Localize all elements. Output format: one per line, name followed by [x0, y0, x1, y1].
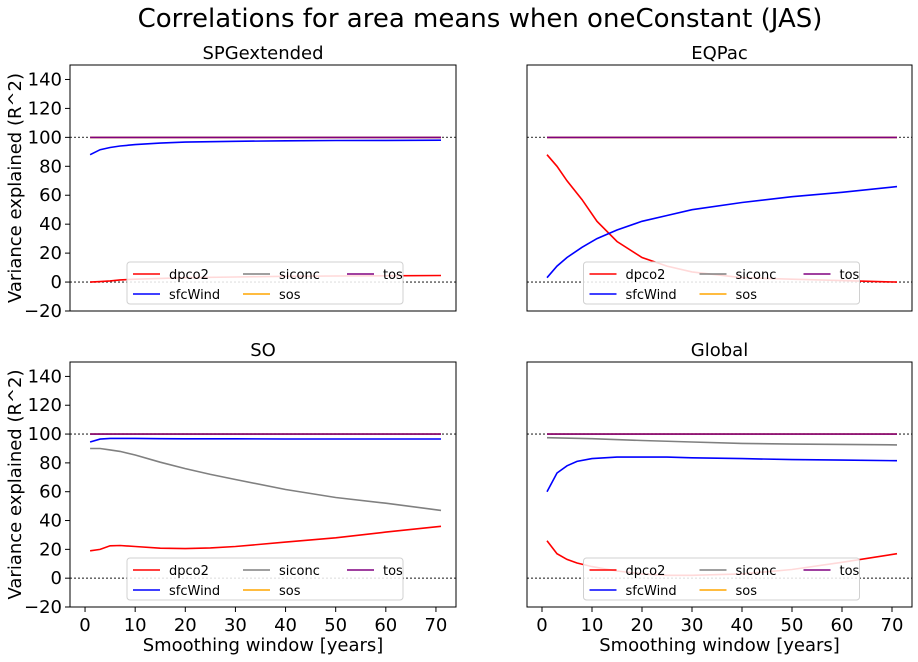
legend-label-tos: tos	[840, 268, 860, 283]
y-tick-label: 140	[28, 366, 62, 387]
legend-label-tos: tos	[840, 564, 860, 579]
legend-label-dpco2: dpco2	[626, 268, 666, 283]
panel-title: EQPac	[691, 43, 748, 64]
y-tick-label: 0	[51, 568, 62, 589]
figure-suptitle: Correlations for area means when oneCons…	[138, 4, 823, 34]
series-line-sfcWind	[89, 139, 442, 156]
x-tick-label: 70	[424, 615, 447, 636]
x-tick-label: 0	[79, 615, 90, 636]
y-tick-label: 60	[39, 185, 62, 206]
y-tick-label: 120	[28, 395, 62, 416]
y-tick-label: 60	[39, 482, 62, 503]
legend-label-siconc: siconc	[736, 268, 777, 283]
legend-box	[126, 557, 404, 601]
legend-label-siconc: siconc	[736, 564, 777, 579]
axes-frame	[526, 361, 913, 608]
axes-frame	[69, 64, 457, 312]
legend-label-sfcWind: sfcWind	[169, 288, 220, 303]
legend-label-dpco2: dpco2	[169, 268, 209, 283]
x-tick-label: 70	[881, 615, 904, 636]
legend-box	[583, 261, 860, 305]
y-axis-label: Variance explained (R^2)	[5, 369, 26, 599]
y-tick-label: 20	[39, 539, 62, 560]
series-line-dpco2	[89, 525, 442, 552]
chart-panel-3: Global 0 10 20 30 40 50 60 70 Smoothing window [y…	[526, 340, 913, 656]
legend-box	[583, 557, 860, 601]
axes-frame	[69, 361, 457, 608]
chart-panel-0: SPGextended −20 0 20 40 60 80 100 120 140Variance…	[5, 43, 457, 322]
x-tick-label: 50	[781, 615, 804, 636]
y-tick-label: 100	[28, 127, 62, 148]
panel-title: SO	[250, 340, 276, 361]
y-axis-label: Variance explained (R^2)	[5, 73, 26, 303]
x-tick-label: 60	[831, 615, 854, 636]
y-tick-label: 140	[28, 69, 62, 90]
legend-label-tos: tos	[383, 564, 403, 579]
legend: dpco2 sfcWind siconc sos tos	[126, 261, 404, 305]
y-tick-label: 80	[39, 453, 62, 474]
legend-label-sos: sos	[279, 584, 301, 599]
legend-label-siconc: siconc	[279, 268, 320, 283]
chart-panel-1: EQPac dpco2 sfcWind siconc sos tos	[526, 43, 913, 312]
series-line-siconc	[546, 436, 898, 446]
y-tick-label: 20	[39, 243, 62, 264]
legend-label-tos: tos	[383, 268, 403, 283]
x-axis-label: Smoothing window [years]	[143, 635, 384, 656]
x-tick-label: 20	[174, 615, 197, 636]
x-tick-label: 10	[581, 615, 604, 636]
x-tick-label: 30	[681, 615, 704, 636]
legend: dpco2 sfcWind siconc sos tos	[126, 557, 404, 601]
legend-box	[126, 261, 404, 305]
y-tick-label: 120	[28, 98, 62, 119]
series-line-sfcWind	[546, 185, 898, 279]
x-tick-label: 30	[224, 615, 247, 636]
x-tick-label: 0	[536, 615, 547, 636]
legend-label-sos: sos	[736, 288, 758, 303]
panels: SPGextended−20020406080100120140Variance…	[5, 43, 913, 656]
legend-label-sfcWind: sfcWind	[626, 288, 677, 303]
x-tick-label: 10	[124, 615, 147, 636]
x-axis-label: Smoothing window [years]	[599, 635, 840, 656]
legend: dpco2 sfcWind siconc sos tos	[583, 261, 860, 305]
series-line-sfcWind	[89, 437, 441, 443]
legend-label-sfcWind: sfcWind	[626, 584, 677, 599]
y-tick-label: 40	[39, 511, 62, 532]
x-tick-label: 40	[274, 615, 297, 636]
legend-label-dpco2: dpco2	[169, 564, 209, 579]
x-tick-label: 50	[324, 615, 347, 636]
legend-label-sfcWind: sfcWind	[169, 584, 220, 599]
x-tick-label: 60	[374, 615, 397, 636]
axes-frame	[526, 64, 913, 312]
legend-label-sos: sos	[279, 288, 301, 303]
y-tick-label: 0	[51, 272, 62, 293]
legend-label-siconc: siconc	[279, 564, 320, 579]
legend: dpco2 sfcWind siconc sos tos	[583, 557, 860, 601]
legend-label-dpco2: dpco2	[626, 564, 666, 579]
y-tick-label: 80	[39, 156, 62, 177]
y-tick-label: −20	[24, 301, 62, 322]
x-tick-label: 20	[631, 615, 654, 636]
panel-title: Global	[691, 340, 748, 361]
x-tick-label: 40	[731, 615, 754, 636]
series-line-siconc	[90, 447, 442, 512]
series-line-sfcWind	[546, 456, 898, 493]
y-tick-label: 40	[39, 214, 62, 235]
y-tick-label: 100	[28, 424, 62, 445]
panel-title: SPGextended	[202, 43, 323, 64]
y-tick-label: −20	[24, 597, 62, 618]
legend-label-sos: sos	[736, 584, 758, 599]
